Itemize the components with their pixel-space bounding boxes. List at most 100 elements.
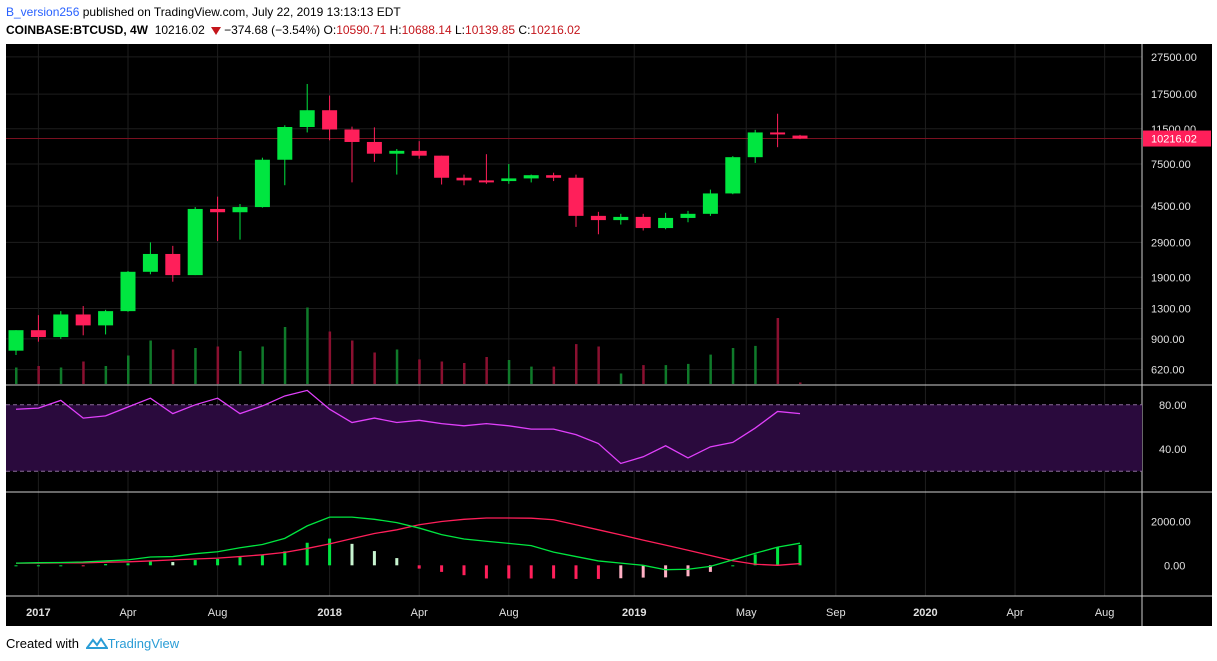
price-tick-label: 17500.00 xyxy=(1151,89,1197,101)
high-label: H: xyxy=(389,23,402,37)
created-with-text: Created with xyxy=(6,636,79,651)
candle-body[interactable] xyxy=(277,127,293,160)
price-tick-label: 4500.00 xyxy=(1151,201,1191,213)
candle-body[interactable] xyxy=(120,271,136,312)
publish-line: B_version256 published on TradingView.co… xyxy=(6,5,401,19)
candle-body[interactable] xyxy=(725,157,741,194)
macd-line xyxy=(15,516,801,571)
volume-bar xyxy=(530,366,533,384)
candle-body[interactable] xyxy=(98,311,114,326)
macd-histogram-bar xyxy=(372,551,376,566)
candle-body[interactable] xyxy=(75,314,91,326)
rsi-tick-label: 40.00 xyxy=(1159,444,1187,456)
candle-body[interactable] xyxy=(546,175,562,178)
time-tick-label: 2020 xyxy=(913,607,937,619)
macd-histogram-bar xyxy=(708,565,712,572)
macd-histogram-bar xyxy=(484,565,488,579)
price-tick-label: 620.00 xyxy=(1151,365,1185,377)
volume-bar xyxy=(261,346,264,384)
volume-bar xyxy=(642,365,645,384)
price-tick-label: 1300.00 xyxy=(1151,304,1191,316)
published-text: published on TradingView.com, July 22, 2… xyxy=(79,5,401,19)
candle-body[interactable] xyxy=(389,150,405,154)
candle-body[interactable] xyxy=(568,177,584,216)
candle-body[interactable] xyxy=(210,208,226,213)
candle-body[interactable] xyxy=(456,177,472,181)
macd-histogram-bar xyxy=(171,562,175,566)
macd-histogram-bar xyxy=(350,543,354,566)
macd-signal-line xyxy=(16,517,801,566)
candle-body[interactable] xyxy=(635,216,651,229)
candle-body[interactable] xyxy=(165,253,181,276)
macd-histogram-bar xyxy=(238,556,242,566)
candle-body[interactable] xyxy=(8,330,24,351)
open-value: 10590.71 xyxy=(336,23,387,37)
candle-body[interactable] xyxy=(792,135,808,139)
volume-bar xyxy=(552,366,556,384)
volume-bar xyxy=(799,382,802,384)
volume-bar xyxy=(776,318,780,384)
macd-histogram-bar xyxy=(596,565,600,579)
macd-histogram-bar xyxy=(148,561,152,566)
volume-bar xyxy=(149,340,152,384)
candle-body[interactable] xyxy=(366,141,382,154)
candle-body[interactable] xyxy=(411,150,427,156)
close-value: 10216.02 xyxy=(530,23,581,37)
tradingview-logo-icon[interactable] xyxy=(84,636,109,653)
macd-histogram-bar xyxy=(776,547,780,566)
candle-body[interactable] xyxy=(680,213,696,218)
candle-body[interactable] xyxy=(501,178,517,182)
volume-bar xyxy=(373,352,376,384)
macd-histogram-bar xyxy=(619,565,623,579)
macd-histogram-bar xyxy=(417,565,421,569)
volume-bar xyxy=(754,345,757,384)
candle-body[interactable] xyxy=(322,110,338,130)
price-tick-label: 900.00 xyxy=(1151,334,1185,346)
candle-body[interactable] xyxy=(299,110,315,128)
chart-area[interactable]: 27500.00 17500.00 11500.00 7500.00 4500.00 29… xyxy=(6,44,1212,626)
candle-body[interactable] xyxy=(747,132,763,158)
author-name[interactable]: B_version256 xyxy=(6,5,80,19)
volume-bar xyxy=(171,349,175,384)
candle-body[interactable] xyxy=(254,159,270,208)
candle-body[interactable] xyxy=(30,330,46,338)
macd-histogram-bar xyxy=(462,565,466,576)
candle-body[interactable] xyxy=(232,207,248,213)
macd-histogram-bar xyxy=(126,563,130,566)
macd-tick-label: 0.00 xyxy=(1164,560,1185,572)
volume-bar xyxy=(597,346,600,384)
volume-bar xyxy=(664,365,668,384)
macd-histogram-bar xyxy=(529,565,533,579)
volume-bar xyxy=(127,355,130,384)
macd-histogram-bar xyxy=(574,565,578,579)
candle-body[interactable] xyxy=(142,253,158,272)
low-label: L: xyxy=(455,23,466,37)
candle-body[interactable] xyxy=(613,216,629,221)
candle-body[interactable] xyxy=(344,129,360,142)
footer: Created with TradingView xyxy=(6,636,179,653)
close-label: C: xyxy=(518,23,531,37)
candle-body[interactable] xyxy=(478,180,494,183)
volume-bar xyxy=(485,357,488,384)
chart-svg[interactable]: 27500.0017500.0011500.007500.004500.0029… xyxy=(6,44,1212,626)
time-tick-label: May xyxy=(736,607,757,619)
candle-body[interactable] xyxy=(658,217,674,229)
candle-body[interactable] xyxy=(702,193,718,214)
macd-histogram-bar xyxy=(36,565,40,567)
candle-body[interactable] xyxy=(434,155,450,178)
candle-body[interactable] xyxy=(523,175,539,179)
candle-body[interactable] xyxy=(770,132,786,135)
volume-bar xyxy=(283,327,287,384)
candle-body[interactable] xyxy=(187,208,203,276)
tradingview-brand[interactable]: TradingView xyxy=(107,636,180,651)
candle-body[interactable] xyxy=(53,314,69,338)
macd-histogram-bar xyxy=(641,565,645,578)
macd-histogram-bar xyxy=(216,558,220,566)
volume-bar xyxy=(306,307,309,384)
time-tick-label: Apr xyxy=(119,607,136,619)
volume-bar xyxy=(507,360,511,384)
volume-bar xyxy=(709,354,712,384)
volume-bar xyxy=(59,367,63,384)
price-tick-label: 1900.00 xyxy=(1151,272,1191,284)
candle-body[interactable] xyxy=(590,215,606,221)
